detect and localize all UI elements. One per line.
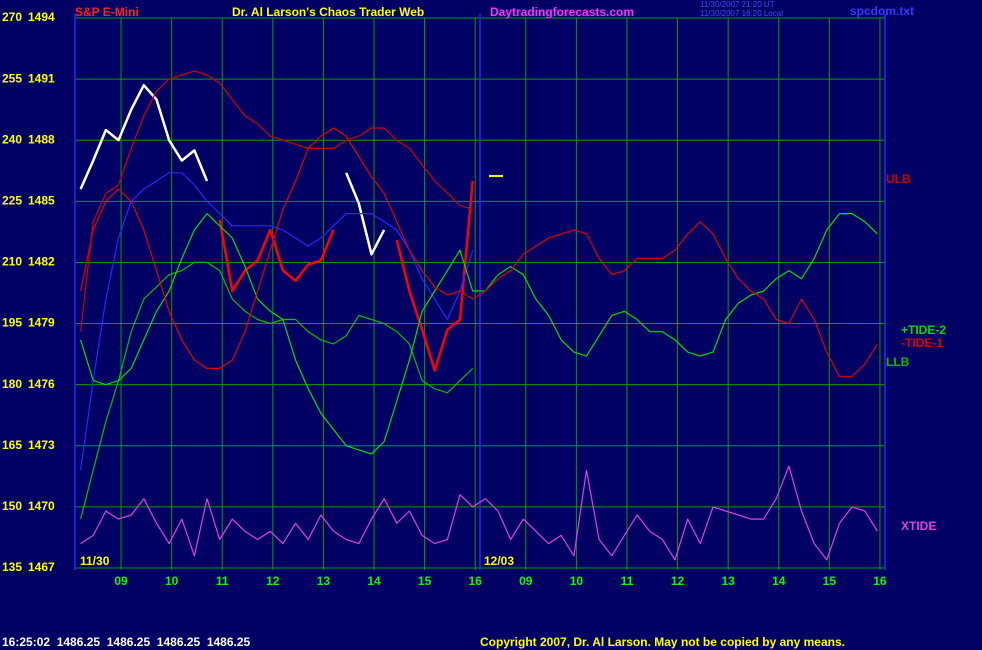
y-tick-label: 240 xyxy=(2,132,22,146)
y-tick-label: 225 xyxy=(2,194,22,208)
y-tick-label: 195 xyxy=(2,316,22,330)
y2-tick-label: 1494 xyxy=(28,10,55,24)
y2-tick-label: 1476 xyxy=(28,377,55,391)
x-tick-label: 12 xyxy=(266,574,280,588)
series-line xyxy=(80,127,878,378)
x-tick-label: 13 xyxy=(317,574,331,588)
x-tick-label: 11 xyxy=(621,574,634,588)
x-tick-label: 13 xyxy=(721,574,735,588)
lines-layer xyxy=(79,70,878,561)
y2-tick-label: 1482 xyxy=(28,255,55,269)
series-label: XTIDE xyxy=(901,519,936,533)
y-tick-label: 150 xyxy=(2,499,22,513)
series-line xyxy=(79,83,386,256)
y-tick-label: 255 xyxy=(2,71,22,85)
series-line xyxy=(80,261,474,520)
x-tick-label: 09 xyxy=(114,574,128,588)
y2-tick-label: 1479 xyxy=(28,316,55,330)
x-tick-label: 11 xyxy=(216,574,229,588)
y-tick-label: 210 xyxy=(2,255,22,269)
x-tick-label: 12 xyxy=(671,574,685,588)
instrument: S&P E-Mini xyxy=(75,5,139,19)
copyright: Copyright 2007, Dr. Al Larson. May not b… xyxy=(480,635,845,649)
y-tick-label: 165 xyxy=(2,438,22,452)
series-line xyxy=(80,465,878,561)
chart-title: Dr. Al Larson's Chaos Trader Web xyxy=(232,5,424,19)
x-tick-label: 09 xyxy=(519,574,533,588)
grid-layer xyxy=(75,17,885,570)
series-label: +TIDE-2 xyxy=(901,323,946,337)
y-tick-label: 135 xyxy=(2,560,22,574)
y-tick-label: 180 xyxy=(2,377,22,391)
series-line xyxy=(80,213,878,455)
status-line: 16:25:02 1486.25 1486.25 1486.25 1486.25 xyxy=(2,635,251,649)
y2-tick-label: 1488 xyxy=(28,132,55,146)
y2-tick-label: 1473 xyxy=(28,438,55,452)
y2-tick-label: 1470 xyxy=(28,499,55,513)
series-line xyxy=(218,180,474,372)
timestamp: 11/30/2007 16:20 Local xyxy=(700,9,783,18)
x-tick-label: 14 xyxy=(772,574,786,588)
x-tick-label: 10 xyxy=(570,574,584,588)
timestamp: 11/30/2007 21:20 UT xyxy=(700,0,775,9)
site: Daytradingforecasts.com xyxy=(490,5,634,19)
date-label: 12/03 xyxy=(484,554,514,568)
file-name: spcdom.txt xyxy=(850,4,914,18)
date-label: 11/30 xyxy=(80,554,110,568)
y2-tick-label: 1485 xyxy=(28,194,55,208)
x-tick-label: 15 xyxy=(418,574,432,588)
x-tick-label: 10 xyxy=(165,574,179,588)
x-tick-label: 16 xyxy=(469,574,483,588)
series-label: LLB xyxy=(886,355,910,369)
x-tick-label: 14 xyxy=(367,574,381,588)
y2-tick-label: 1467 xyxy=(28,560,55,574)
x-tick-label: 16 xyxy=(873,574,887,588)
series-line xyxy=(80,70,473,332)
x-tick-label: 15 xyxy=(823,574,837,588)
y-tick-label: 270 xyxy=(2,10,22,24)
series-label: ULB xyxy=(886,172,911,186)
y2-tick-label: 1491 xyxy=(28,71,55,85)
series-label: -TIDE-1 xyxy=(901,336,943,350)
